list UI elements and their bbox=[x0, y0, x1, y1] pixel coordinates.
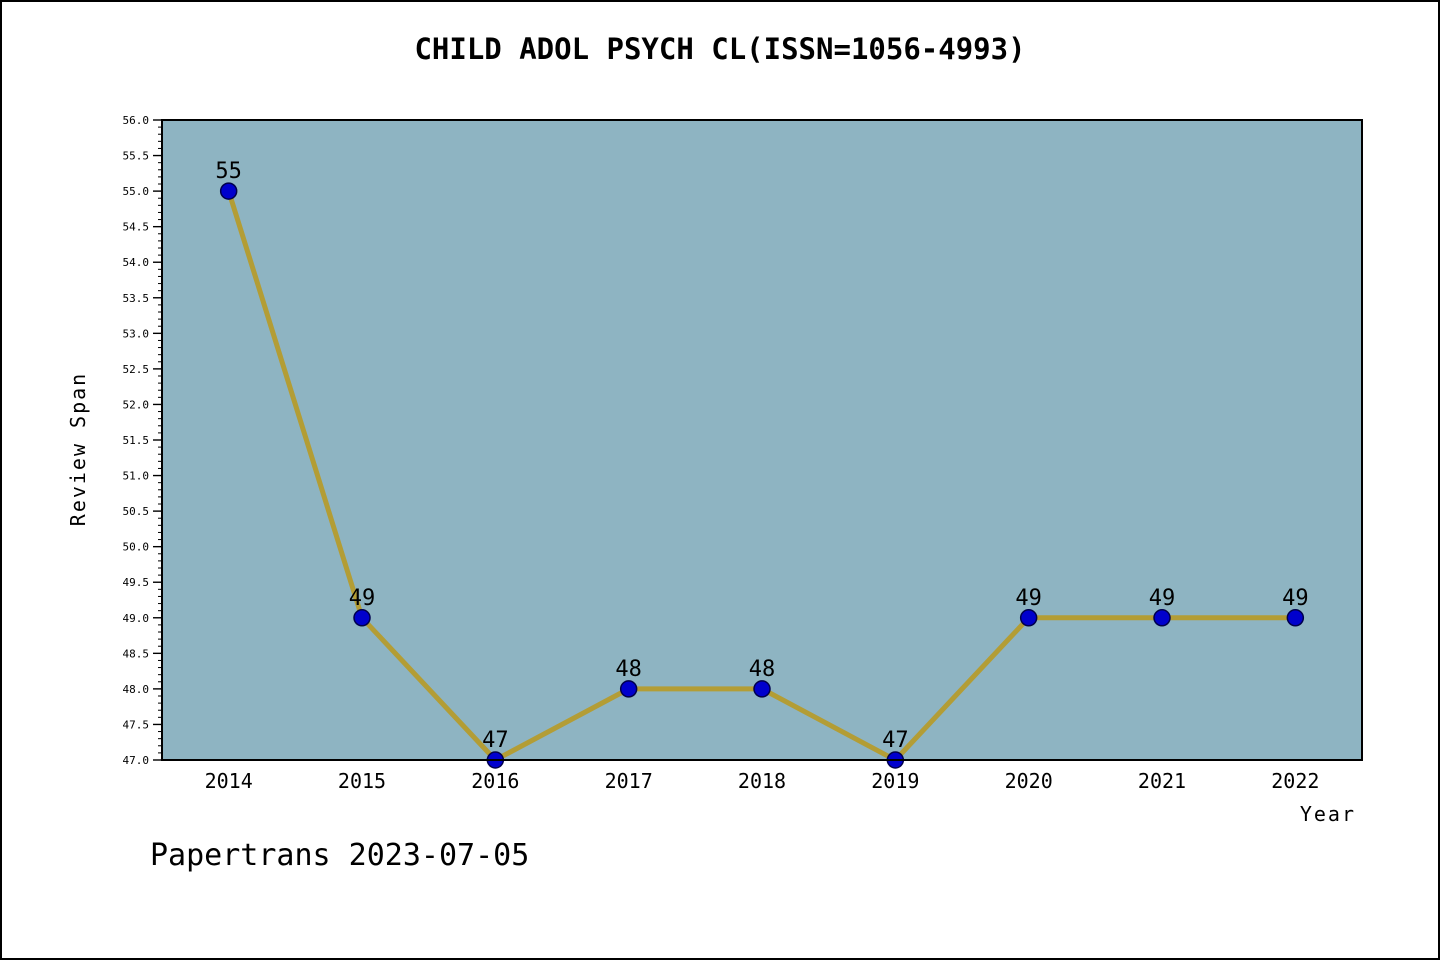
data-point-label: 47 bbox=[482, 728, 509, 753]
y-tick-label: 53.0 bbox=[123, 327, 150, 340]
x-tick-label: 2022 bbox=[1271, 769, 1319, 793]
x-tick-label: 2014 bbox=[205, 769, 253, 793]
data-point-marker bbox=[1153, 609, 1171, 627]
plot-border bbox=[161, 119, 1363, 761]
x-tick-label: 2019 bbox=[871, 769, 919, 793]
x-tick-label: 2020 bbox=[1005, 769, 1053, 793]
y-tick-label: 49.0 bbox=[123, 612, 150, 625]
data-point-label: 55 bbox=[215, 159, 242, 184]
y-tick-label: 48.5 bbox=[123, 647, 150, 660]
data-point-marker bbox=[219, 182, 238, 200]
x-axis-label: Year bbox=[1299, 802, 1356, 826]
data-point-marker bbox=[1019, 609, 1038, 627]
data-point-label: 48 bbox=[749, 657, 776, 682]
x-tick-label: 2021 bbox=[1138, 769, 1186, 793]
y-tick-label: 53.5 bbox=[123, 292, 150, 305]
y-axis-label: Review Span bbox=[66, 371, 90, 527]
data-point-marker bbox=[619, 680, 638, 698]
x-tick-label: 2016 bbox=[471, 769, 519, 793]
data-point-marker bbox=[1286, 609, 1305, 627]
y-tick-label: 55.0 bbox=[123, 185, 150, 198]
y-tick-label: 54.5 bbox=[123, 221, 150, 234]
y-tick-label: 50.0 bbox=[123, 541, 150, 554]
data-point-label: 49 bbox=[1282, 586, 1309, 611]
y-tick-label: 49.5 bbox=[123, 576, 150, 589]
y-tick-label: 56.0 bbox=[123, 114, 150, 127]
y-tick-label: 51.5 bbox=[123, 434, 150, 447]
x-tick-label: 2015 bbox=[338, 769, 386, 793]
y-tick-label: 51.0 bbox=[123, 470, 150, 483]
data-point-label: 47 bbox=[882, 728, 909, 753]
data-point-label: 49 bbox=[349, 586, 376, 611]
watermark-text: Papertrans 2023-07-05 bbox=[150, 838, 530, 873]
data-point-marker bbox=[753, 680, 771, 698]
y-tick-label: 52.0 bbox=[123, 398, 150, 411]
y-tick-label: 54.0 bbox=[123, 256, 150, 269]
data-point-marker bbox=[353, 609, 371, 627]
plot-background bbox=[162, 120, 1362, 760]
chart-title: CHILD ADOL PSYCH CL(ISSN=1056-4993) bbox=[414, 32, 1026, 66]
y-tick-label: 47.5 bbox=[123, 718, 150, 731]
data-point-label: 49 bbox=[1149, 586, 1176, 611]
y-tick-label: 52.5 bbox=[123, 363, 150, 376]
x-tick-label: 2017 bbox=[605, 769, 653, 793]
y-tick-label: 55.5 bbox=[123, 150, 150, 163]
y-tick-label: 48.0 bbox=[123, 683, 150, 696]
data-point-label: 49 bbox=[1015, 586, 1042, 611]
y-tick-label: 50.5 bbox=[123, 505, 150, 518]
y-tick-label: 47.0 bbox=[123, 754, 150, 767]
data-point-label: 48 bbox=[615, 657, 642, 682]
x-tick-label: 2018 bbox=[738, 769, 786, 793]
